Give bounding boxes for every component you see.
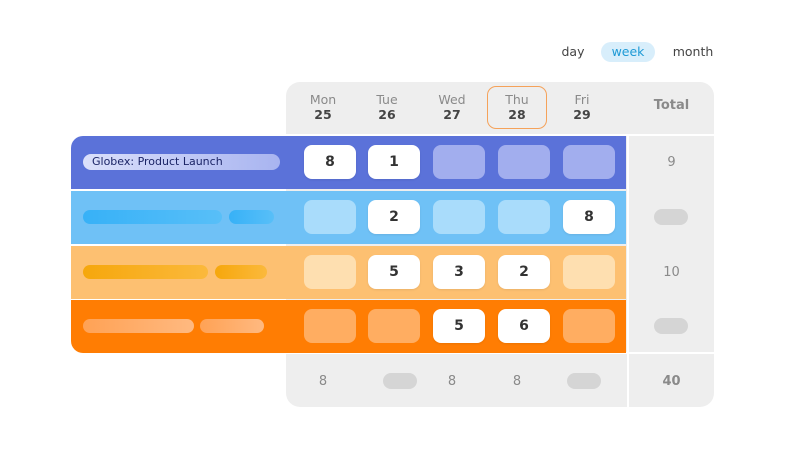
project-label-placeholder	[229, 210, 274, 224]
hours-cell[interactable]	[433, 200, 485, 234]
hours-cell[interactable]: 6	[498, 309, 550, 343]
hours-cell[interactable]: 1	[368, 145, 420, 179]
project-label-placeholder	[83, 319, 194, 333]
hours-cell[interactable]: 8	[304, 145, 356, 179]
view-day-tab[interactable]: day	[561, 44, 585, 59]
total-column-header: Total	[653, 98, 690, 113]
hours-cell[interactable]	[304, 200, 356, 234]
day-total-placeholder	[567, 373, 601, 389]
day-date: 28	[508, 107, 526, 122]
total-placeholder	[654, 318, 688, 334]
day-total-placeholder	[383, 373, 417, 389]
day-name: Mon	[309, 92, 337, 107]
view-week-tab[interactable]: week	[601, 42, 655, 62]
day-name: Tue	[376, 92, 398, 107]
hours-cell[interactable]: 3	[433, 255, 485, 289]
day-name: Thu	[505, 92, 529, 107]
hours-cell[interactable]	[368, 309, 420, 343]
project-label-placeholder	[200, 319, 264, 333]
hours-cell[interactable]	[433, 145, 485, 179]
day-name: Fri	[574, 92, 590, 107]
hours-cell[interactable]: 8	[563, 200, 615, 234]
grid-divider	[286, 134, 714, 136]
day-header-thu: Thu 28	[487, 92, 547, 122]
day-total: 8	[512, 374, 522, 389]
project-total: 10	[663, 265, 680, 280]
project-label-placeholder	[83, 265, 208, 279]
grid-divider	[286, 352, 714, 354]
grand-total: 40	[662, 374, 681, 389]
day-date: 26	[378, 107, 396, 122]
day-header-wed: Wed 27	[422, 92, 482, 122]
hours-cell[interactable]: 5	[433, 309, 485, 343]
hours-cell[interactable]	[498, 200, 550, 234]
day-date: 25	[314, 107, 332, 122]
day-total: 8	[318, 374, 328, 389]
project-label-placeholder	[215, 265, 267, 279]
project-row: 5 3 2	[71, 246, 626, 299]
day-total: 8	[447, 374, 457, 389]
day-date: 29	[573, 107, 591, 122]
day-header-mon: Mon 25	[293, 92, 353, 122]
hours-cell[interactable]	[498, 145, 550, 179]
day-header-fri: Fri 29	[552, 92, 612, 122]
project-row: 5 6	[71, 300, 626, 353]
hours-cell[interactable]	[304, 309, 356, 343]
project-row: 2 8	[71, 191, 626, 244]
project-row: Globex: Product Launch 8 1	[71, 136, 626, 189]
timesheet-grid	[286, 82, 714, 407]
project-label[interactable]: Globex: Product Launch	[83, 154, 280, 170]
total-placeholder	[654, 209, 688, 225]
day-name: Wed	[438, 92, 466, 107]
project-total: 9	[667, 155, 676, 170]
hours-cell[interactable]	[563, 145, 615, 179]
day-header-tue: Tue 26	[357, 92, 417, 122]
hours-cell[interactable]: 2	[368, 200, 420, 234]
hours-cell[interactable]: 2	[498, 255, 550, 289]
grid-divider	[627, 134, 629, 407]
project-label-placeholder	[83, 210, 222, 224]
hours-cell[interactable]	[563, 309, 615, 343]
hours-cell[interactable]	[304, 255, 356, 289]
hours-cell[interactable]: 5	[368, 255, 420, 289]
view-month-tab[interactable]: month	[672, 44, 714, 59]
today-highlight	[487, 86, 547, 129]
day-date: 27	[443, 107, 461, 122]
hours-cell[interactable]	[563, 255, 615, 289]
